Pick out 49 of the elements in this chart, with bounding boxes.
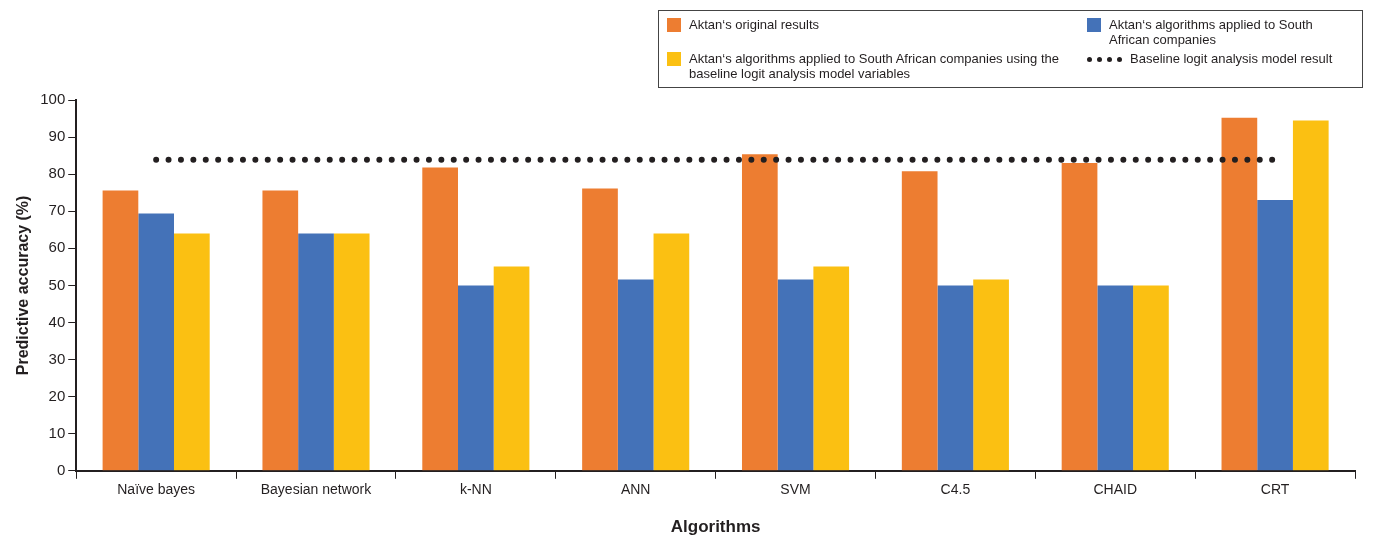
y-tick-label: 100 <box>40 90 66 108</box>
bar <box>493 266 530 471</box>
x-tick-label: Naïve bayes <box>117 481 196 498</box>
bar <box>901 171 938 471</box>
y-tick-label: 70 <box>48 201 66 219</box>
bar <box>102 190 139 471</box>
y-tick-label: 60 <box>48 238 66 256</box>
y-tick-label: 90 <box>48 127 66 145</box>
y-tick-label: 0 <box>56 460 66 478</box>
x-tick-label: Bayesian network <box>260 481 373 498</box>
legend-label: Baseline logit analysis model result <box>1130 51 1333 66</box>
bar <box>1133 285 1169 471</box>
bar <box>422 167 458 471</box>
y-tick-label: 30 <box>48 349 66 367</box>
x-tick-label: ANN <box>620 481 651 498</box>
x-tick-label: k-NN <box>459 481 492 498</box>
legend-label: Aktan‘s algorithms applied to South African companies using the baseline logit analysis model variables <box>689 51 1060 81</box>
y-tick-label: 50 <box>48 275 66 293</box>
legend-label: Aktan‘s algorithms applied to South African companies <box>1109 17 1314 47</box>
bar <box>333 233 370 471</box>
bar <box>262 190 299 471</box>
bar <box>777 279 814 471</box>
bar <box>298 233 334 471</box>
legend-label: Aktan‘s original results <box>689 17 820 32</box>
bar <box>582 188 618 471</box>
bar <box>937 285 974 471</box>
bar <box>1097 285 1134 471</box>
x-axis-title: Algorithms <box>670 517 761 537</box>
bar <box>741 154 778 471</box>
y-tick-label: 10 <box>48 423 66 441</box>
bar <box>617 279 654 471</box>
bar <box>813 266 850 471</box>
bar <box>973 279 1009 471</box>
x-tick-label: SVM <box>780 481 811 498</box>
bar <box>1061 163 1098 471</box>
x-tick-label: C4.5 <box>940 481 971 498</box>
y-axis-title: Predictive accuracy (%) <box>14 195 32 376</box>
bar <box>174 233 210 471</box>
y-tick-label: 40 <box>48 312 66 330</box>
y-tick-label: 20 <box>48 386 66 404</box>
bar <box>653 233 690 471</box>
bar <box>1221 117 1258 471</box>
y-tick-label: 80 <box>48 164 66 182</box>
bar <box>1292 120 1329 471</box>
bar <box>138 213 174 471</box>
bar <box>457 285 494 471</box>
x-tick-label: CRT <box>1260 481 1290 498</box>
bar <box>1257 200 1293 471</box>
x-tick-label: CHAID <box>1093 481 1138 498</box>
